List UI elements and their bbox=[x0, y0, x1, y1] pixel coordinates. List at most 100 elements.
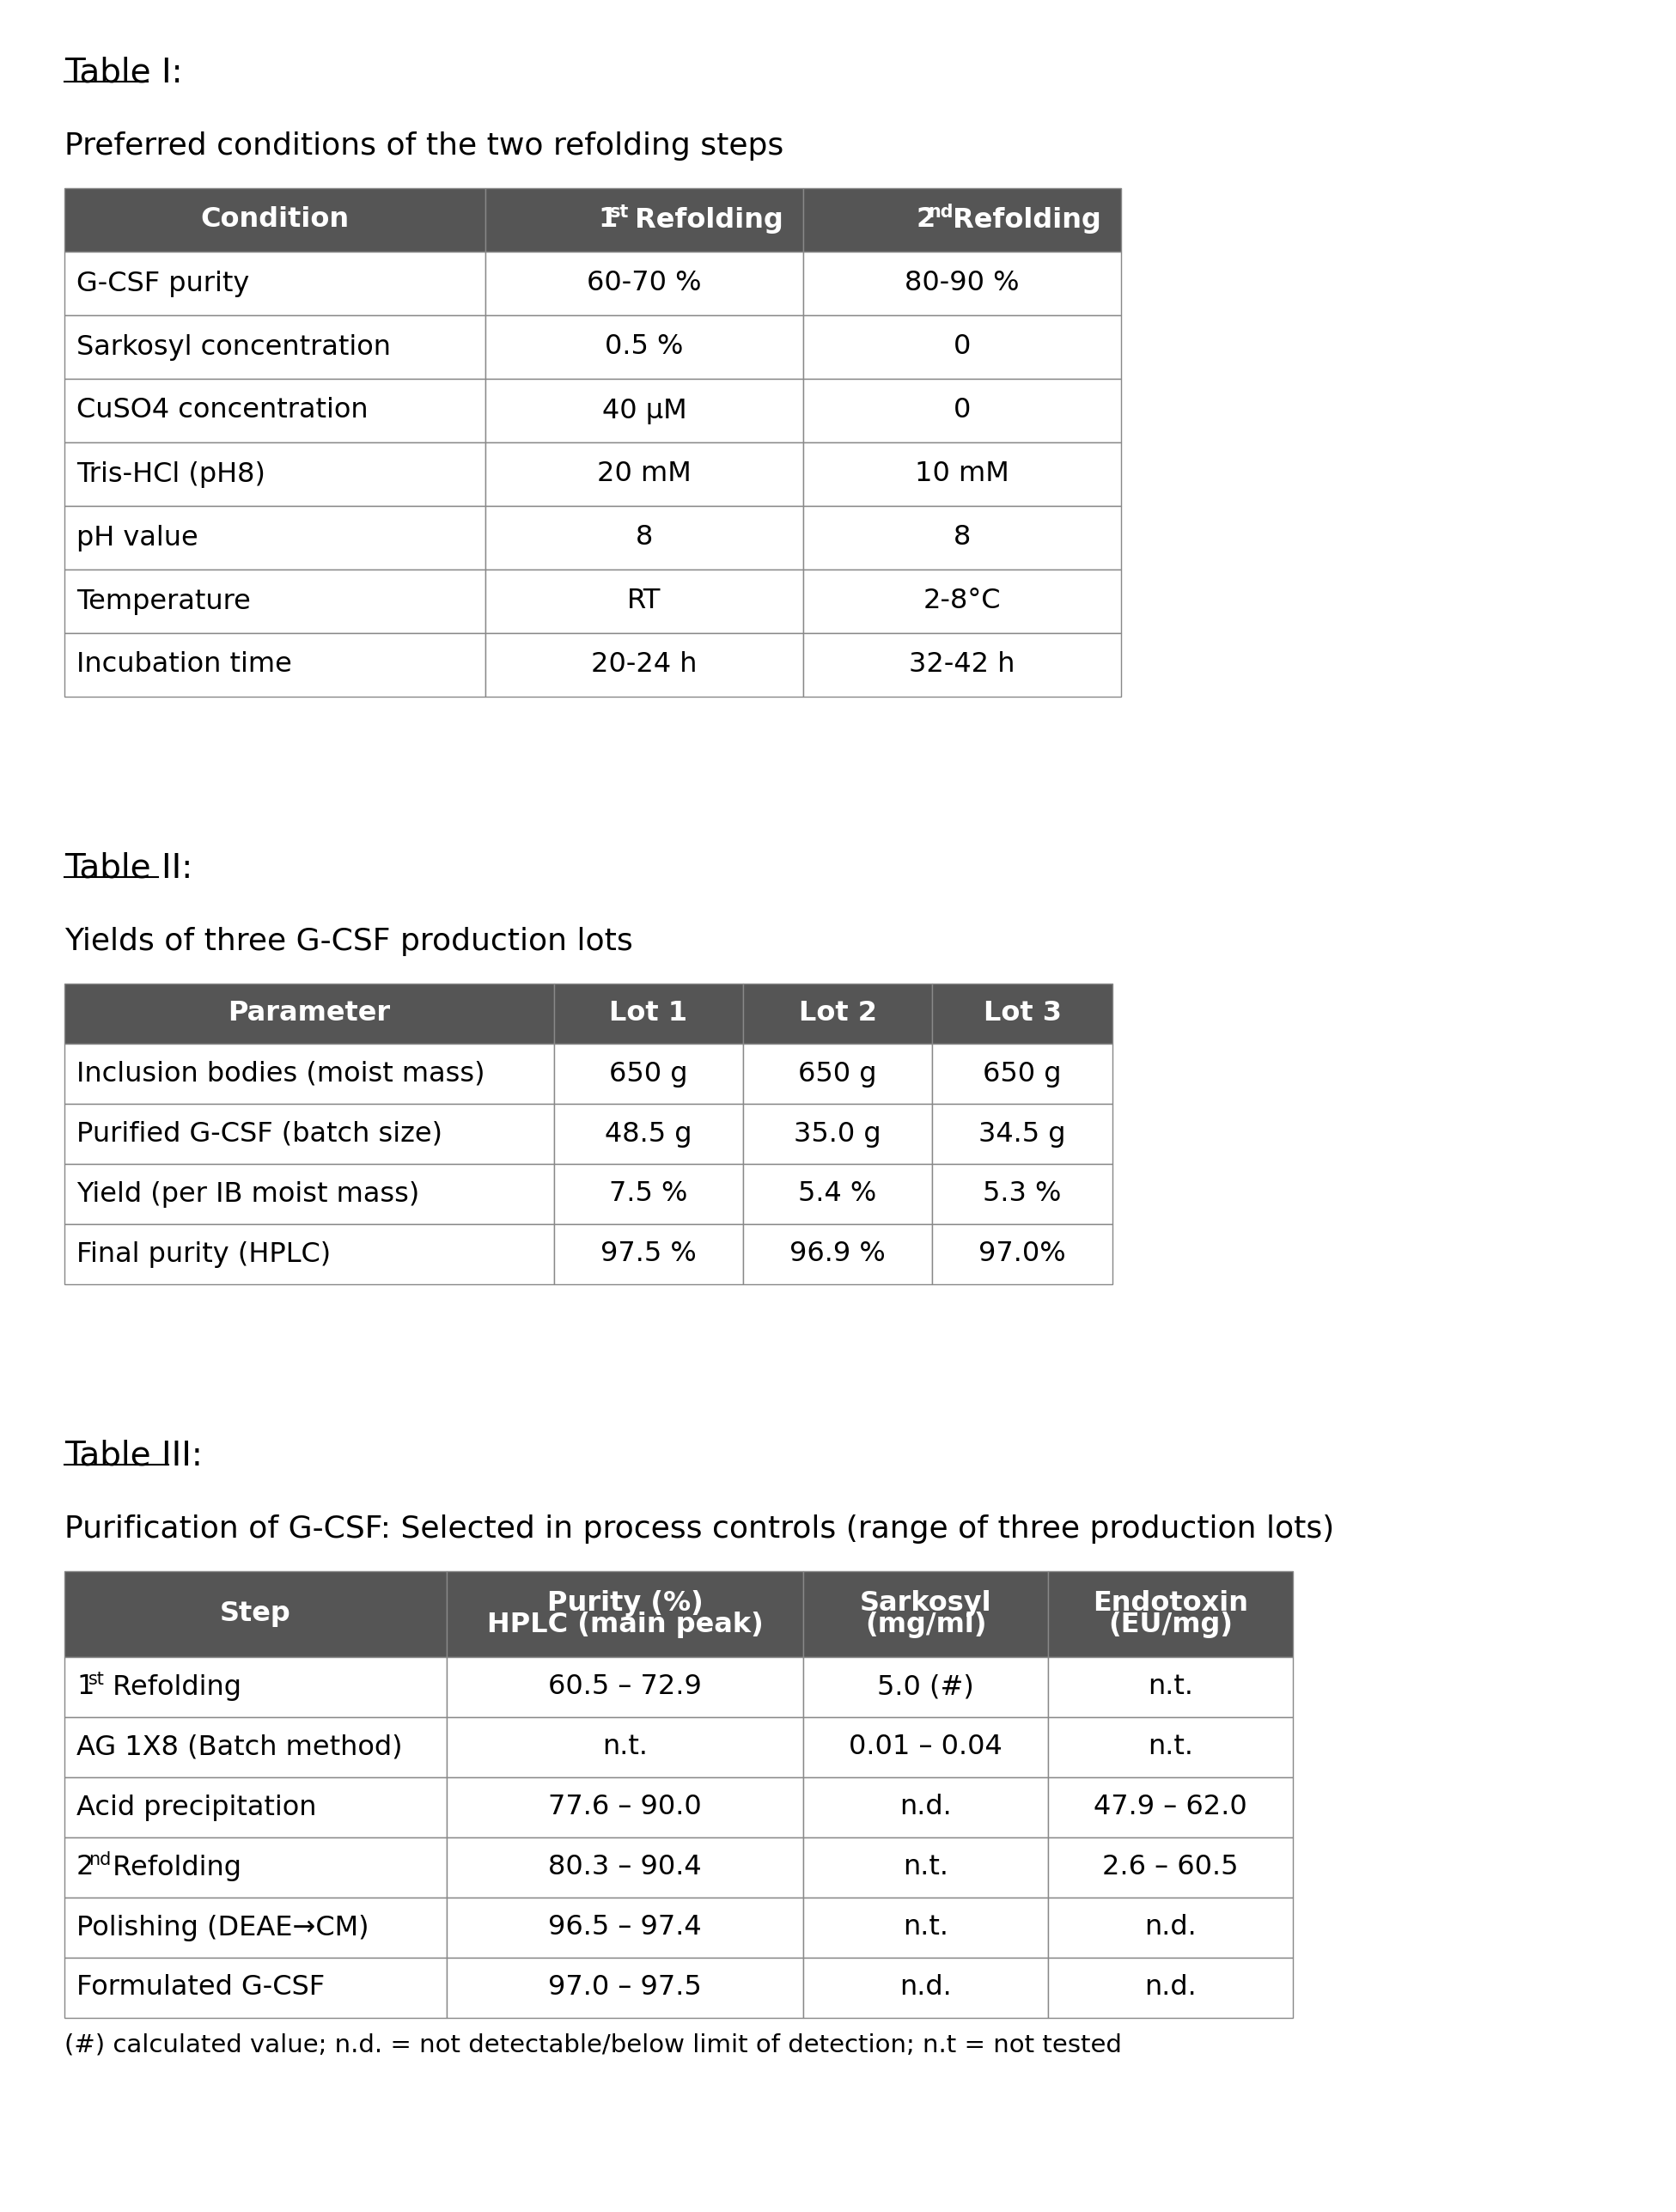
Text: 20-24 h: 20-24 h bbox=[592, 653, 697, 679]
Text: n.d.: n.d. bbox=[1145, 1913, 1197, 1940]
Text: (mg/ml): (mg/ml) bbox=[865, 1613, 987, 1639]
Text: Refolding: Refolding bbox=[944, 206, 1101, 232]
Text: n.t.: n.t. bbox=[903, 1854, 949, 1880]
Bar bbox=[486, 252, 803, 316]
Bar bbox=[64, 1898, 447, 1958]
Bar bbox=[932, 1104, 1113, 1164]
Bar bbox=[1048, 1838, 1292, 1898]
Text: Refolding: Refolding bbox=[625, 206, 783, 232]
Text: n.t.: n.t. bbox=[602, 1734, 647, 1761]
Text: 2-8°C: 2-8°C bbox=[923, 588, 1001, 615]
Text: 0.01 – 0.04: 0.01 – 0.04 bbox=[848, 1734, 1002, 1761]
Text: 35.0 g: 35.0 g bbox=[794, 1121, 882, 1148]
Text: Purity (%): Purity (%) bbox=[546, 1590, 702, 1617]
Bar bbox=[803, 378, 1121, 442]
Text: 97.0%: 97.0% bbox=[979, 1241, 1066, 1267]
Bar bbox=[64, 442, 486, 507]
Bar bbox=[803, 252, 1121, 316]
Bar bbox=[742, 984, 932, 1044]
Bar bbox=[486, 442, 803, 507]
Bar bbox=[447, 1898, 803, 1958]
Text: 2: 2 bbox=[77, 1854, 94, 1880]
Text: Final purity (HPLC): Final purity (HPLC) bbox=[77, 1241, 330, 1267]
Bar bbox=[803, 633, 1121, 697]
Bar bbox=[742, 1044, 932, 1104]
Bar bbox=[932, 1164, 1113, 1223]
Text: Inclusion bodies (moist mass): Inclusion bodies (moist mass) bbox=[77, 1060, 484, 1086]
Text: Polishing (DEAE→CM): Polishing (DEAE→CM) bbox=[77, 1913, 369, 1940]
Text: Incubation time: Incubation time bbox=[77, 653, 292, 679]
Bar bbox=[486, 568, 803, 633]
Text: n.d.: n.d. bbox=[1145, 1975, 1197, 2002]
Bar bbox=[1048, 1717, 1292, 1776]
Bar bbox=[803, 1838, 1048, 1898]
Text: Refolding: Refolding bbox=[104, 1854, 241, 1880]
Text: 47.9 – 62.0: 47.9 – 62.0 bbox=[1094, 1794, 1247, 1820]
Text: 48.5 g: 48.5 g bbox=[605, 1121, 692, 1148]
Bar bbox=[64, 984, 555, 1044]
Bar bbox=[64, 1776, 447, 1838]
Bar bbox=[1048, 1571, 1292, 1657]
Bar bbox=[64, 188, 486, 252]
Bar bbox=[486, 188, 803, 252]
Text: Tris-HCl (pH8): Tris-HCl (pH8) bbox=[77, 460, 265, 487]
Bar bbox=[803, 1776, 1048, 1838]
Text: pH value: pH value bbox=[77, 524, 198, 551]
Text: G-CSF purity: G-CSF purity bbox=[77, 270, 250, 296]
Text: n.t.: n.t. bbox=[1148, 1734, 1193, 1761]
Bar bbox=[447, 1717, 803, 1776]
Bar bbox=[803, 1898, 1048, 1958]
Text: Acid precipitation: Acid precipitation bbox=[77, 1794, 317, 1820]
Text: 0: 0 bbox=[954, 398, 970, 425]
Text: 60.5 – 72.9: 60.5 – 72.9 bbox=[548, 1674, 702, 1701]
Bar bbox=[742, 1104, 932, 1164]
Text: Purified G-CSF (batch size): Purified G-CSF (batch size) bbox=[77, 1121, 442, 1148]
Bar bbox=[555, 1044, 742, 1104]
Bar bbox=[64, 1104, 555, 1164]
Text: 97.5 %: 97.5 % bbox=[600, 1241, 697, 1267]
Text: Yield (per IB moist mass): Yield (per IB moist mass) bbox=[77, 1181, 419, 1208]
Bar bbox=[64, 252, 486, 316]
Text: Purification of G-CSF: Selected in process controls (range of three production l: Purification of G-CSF: Selected in proce… bbox=[64, 1515, 1334, 1544]
Bar bbox=[742, 1223, 932, 1285]
Text: 8: 8 bbox=[635, 524, 654, 551]
Text: Parameter: Parameter bbox=[228, 1000, 391, 1026]
Text: n.t.: n.t. bbox=[1148, 1674, 1193, 1701]
Bar bbox=[64, 1958, 447, 2017]
Bar bbox=[555, 984, 742, 1044]
Text: (EU/mg): (EU/mg) bbox=[1108, 1613, 1234, 1639]
Bar bbox=[932, 1223, 1113, 1285]
Bar bbox=[64, 1164, 555, 1223]
Text: Lot 1: Lot 1 bbox=[610, 1000, 687, 1026]
Text: CuSO4 concentration: CuSO4 concentration bbox=[77, 398, 369, 425]
Text: Table II:: Table II: bbox=[64, 852, 193, 885]
Bar bbox=[742, 1164, 932, 1223]
Text: 32-42 h: 32-42 h bbox=[908, 653, 1016, 679]
Text: AG 1X8 (Batch method): AG 1X8 (Batch method) bbox=[77, 1734, 402, 1761]
Bar bbox=[447, 1657, 803, 1717]
Text: 5.4 %: 5.4 % bbox=[798, 1181, 877, 1208]
Bar bbox=[64, 1223, 555, 1285]
Text: 60-70 %: 60-70 % bbox=[587, 270, 702, 296]
Text: 1: 1 bbox=[77, 1674, 94, 1701]
Text: RT: RT bbox=[627, 588, 662, 615]
Text: Formulated G-CSF: Formulated G-CSF bbox=[77, 1975, 325, 2002]
Bar bbox=[1048, 1898, 1292, 1958]
Bar bbox=[64, 1657, 447, 1717]
Bar bbox=[803, 507, 1121, 568]
Bar bbox=[64, 1838, 447, 1898]
Text: HPLC (main peak): HPLC (main peak) bbox=[486, 1613, 763, 1639]
Bar bbox=[64, 378, 486, 442]
Text: 97.0 – 97.5: 97.0 – 97.5 bbox=[548, 1975, 702, 2002]
Text: 96.9 %: 96.9 % bbox=[789, 1241, 885, 1267]
Bar bbox=[447, 1838, 803, 1898]
Text: (#) calculated value; n.d. = not detectable/below limit of detection; n.t = not : (#) calculated value; n.d. = not detecta… bbox=[64, 2033, 1121, 2057]
Text: Preferred conditions of the two refolding steps: Preferred conditions of the two refoldin… bbox=[64, 131, 784, 161]
Text: Refolding: Refolding bbox=[104, 1674, 241, 1701]
Bar bbox=[803, 316, 1121, 378]
Text: 96.5 – 97.4: 96.5 – 97.4 bbox=[548, 1913, 702, 1940]
Bar bbox=[64, 316, 486, 378]
Bar bbox=[555, 1223, 742, 1285]
Text: 34.5 g: 34.5 g bbox=[979, 1121, 1066, 1148]
Text: Step: Step bbox=[220, 1601, 292, 1628]
